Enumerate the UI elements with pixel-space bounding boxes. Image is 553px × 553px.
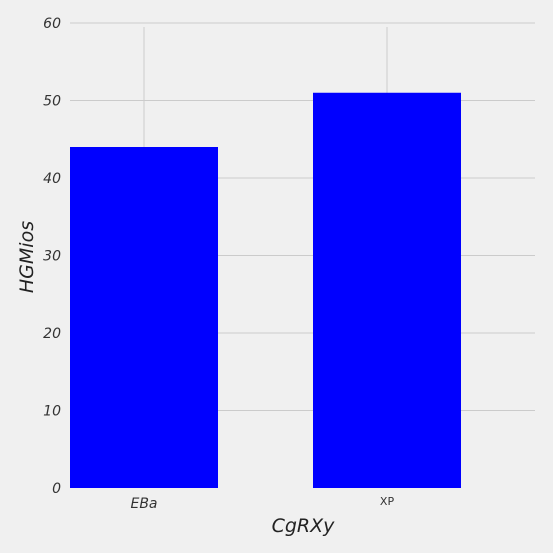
y-tick-label: 40 <box>43 171 61 187</box>
bar-xp <box>313 92 461 488</box>
y-tick-label: 50 <box>43 94 61 110</box>
y-tick-label: 20 <box>43 326 61 342</box>
y-tick-label: 10 <box>43 404 61 420</box>
y-tick-label: 0 <box>52 481 61 497</box>
x-tick-label: XP <box>380 495 395 508</box>
y-axis-label: HGMios <box>16 221 38 293</box>
x-tick-labels: EBa XP <box>130 495 394 512</box>
y-tick-label: 60 <box>43 16 61 32</box>
x-axis-label: CgRXy <box>272 515 336 537</box>
y-tick-label: 30 <box>43 249 61 265</box>
y-tick-labels: 0 10 20 30 40 50 60 <box>43 16 61 497</box>
bar-eba <box>70 147 218 488</box>
x-tick-label: EBa <box>130 496 157 512</box>
bars <box>70 92 461 488</box>
